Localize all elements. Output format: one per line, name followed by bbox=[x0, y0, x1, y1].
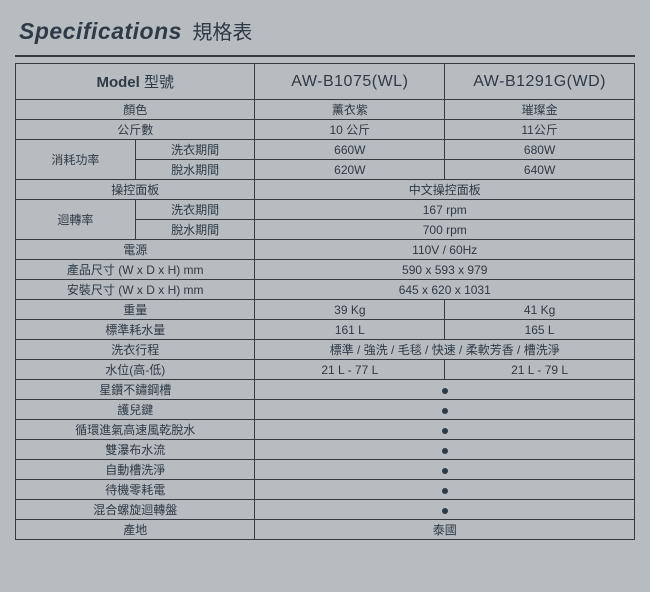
label-f4: 雙瀑布水流 bbox=[16, 440, 255, 460]
label-power-wash: 洗衣期間 bbox=[135, 140, 255, 160]
val-weight-1: 39 Kg bbox=[255, 300, 445, 320]
val-f7 bbox=[255, 500, 635, 520]
row-feature-3: 循環進氣高速風乾脫水 bbox=[16, 420, 635, 440]
label-f6: 待機零耗電 bbox=[16, 480, 255, 500]
title-bar: Specifications 規格表 bbox=[15, 10, 635, 57]
label-water: 標準耗水量 bbox=[16, 320, 255, 340]
val-water-1: 161 L bbox=[255, 320, 445, 340]
val-capacity-1: 10 公斤 bbox=[255, 120, 445, 140]
row-dim-install: 安裝尺寸 (W x D x H) mm 645 x 620 x 1031 bbox=[16, 280, 635, 300]
label-rpm: 迴轉率 bbox=[16, 200, 136, 240]
row-feature-1: 星鑽不鏽鋼槽 bbox=[16, 380, 635, 400]
row-feature-4: 雙瀑布水流 bbox=[16, 440, 635, 460]
val-programs: 標準 / 強洗 / 毛毯 / 快速 / 柔軟芳香 / 槽洗淨 bbox=[255, 340, 635, 360]
val-weight-2: 41 Kg bbox=[445, 300, 635, 320]
label-dim-install: 安裝尺寸 (W x D x H) mm bbox=[16, 280, 255, 300]
val-power-wash-1: 660W bbox=[255, 140, 445, 160]
label-f1: 星鑽不鏽鋼槽 bbox=[16, 380, 255, 400]
val-dim-prod: 590 x 593 x 979 bbox=[255, 260, 635, 280]
label-f7: 混合螺旋迴轉盤 bbox=[16, 500, 255, 520]
row-feature-7: 混合螺旋迴轉盤 bbox=[16, 500, 635, 520]
model-label-zh: 型號 bbox=[144, 74, 174, 91]
model-col2: AW-B1291G(WD) bbox=[445, 64, 635, 100]
row-color: 顏色 薰衣紫 璀璨金 bbox=[16, 100, 635, 120]
label-weight: 重量 bbox=[16, 300, 255, 320]
model-label: Model 型號 bbox=[16, 64, 255, 100]
dot-icon bbox=[442, 388, 448, 394]
val-level-1: 21 L - 77 L bbox=[255, 360, 445, 380]
model-col1: AW-B1075(WL) bbox=[255, 64, 445, 100]
label-power: 消耗功率 bbox=[16, 140, 136, 180]
row-feature-6: 待機零耗電 bbox=[16, 480, 635, 500]
dot-icon bbox=[442, 508, 448, 514]
val-panel: 中文操控面板 bbox=[255, 180, 635, 200]
row-origin: 產地 泰國 bbox=[16, 520, 635, 540]
val-capacity-2: 11公斤 bbox=[445, 120, 635, 140]
row-weight: 重量 39 Kg 41 Kg bbox=[16, 300, 635, 320]
val-power-spin-1: 620W bbox=[255, 160, 445, 180]
label-rpm-spin: 脫水期間 bbox=[135, 220, 255, 240]
dot-icon bbox=[442, 488, 448, 494]
dot-icon bbox=[442, 468, 448, 474]
val-dim-install: 645 x 620 x 1031 bbox=[255, 280, 635, 300]
val-f1 bbox=[255, 380, 635, 400]
val-color-1: 薰衣紫 bbox=[255, 100, 445, 120]
label-f5: 自動槽洗淨 bbox=[16, 460, 255, 480]
dot-icon bbox=[442, 408, 448, 414]
spec-table: Model 型號 AW-B1075(WL) AW-B1291G(WD) 顏色 薰… bbox=[15, 63, 635, 540]
label-programs: 洗衣行程 bbox=[16, 340, 255, 360]
val-origin: 泰國 bbox=[255, 520, 635, 540]
dot-icon bbox=[442, 448, 448, 454]
label-color: 顏色 bbox=[16, 100, 255, 120]
val-f2 bbox=[255, 400, 635, 420]
val-rpm-spin: 700 rpm bbox=[255, 220, 635, 240]
row-rpm-wash: 迴轉率 洗衣期間 167 rpm bbox=[16, 200, 635, 220]
val-water-2: 165 L bbox=[445, 320, 635, 340]
label-origin: 產地 bbox=[16, 520, 255, 540]
row-water: 標準耗水量 161 L 165 L bbox=[16, 320, 635, 340]
label-f2: 護兒鍵 bbox=[16, 400, 255, 420]
row-programs: 洗衣行程 標準 / 強洗 / 毛毯 / 快速 / 柔軟芳香 / 槽洗淨 bbox=[16, 340, 635, 360]
label-capacity: 公斤數 bbox=[16, 120, 255, 140]
row-power-src: 電源 110V / 60Hz bbox=[16, 240, 635, 260]
val-power-wash-2: 680W bbox=[445, 140, 635, 160]
row-power-wash: 消耗功率 洗衣期間 660W 680W bbox=[16, 140, 635, 160]
val-level-2: 21 L - 79 L bbox=[445, 360, 635, 380]
dot-icon bbox=[442, 428, 448, 434]
val-f6 bbox=[255, 480, 635, 500]
val-f5 bbox=[255, 460, 635, 480]
val-rpm-wash: 167 rpm bbox=[255, 200, 635, 220]
title-en: Specifications bbox=[19, 18, 182, 44]
title-zh: 規格表 bbox=[192, 22, 252, 44]
val-f4 bbox=[255, 440, 635, 460]
row-dim-prod: 產品尺寸 (W x D x H) mm 590 x 593 x 979 bbox=[16, 260, 635, 280]
row-feature-5: 自動槽洗淨 bbox=[16, 460, 635, 480]
label-level: 水位(高-低) bbox=[16, 360, 255, 380]
row-feature-2: 護兒鍵 bbox=[16, 400, 635, 420]
table-header: Model 型號 AW-B1075(WL) AW-B1291G(WD) bbox=[16, 64, 635, 100]
row-panel: 操控面板 中文操控面板 bbox=[16, 180, 635, 200]
label-f3: 循環進氣高速風乾脫水 bbox=[16, 420, 255, 440]
row-level: 水位(高-低) 21 L - 77 L 21 L - 79 L bbox=[16, 360, 635, 380]
model-label-en: Model bbox=[96, 74, 139, 91]
label-rpm-wash: 洗衣期間 bbox=[135, 200, 255, 220]
label-panel: 操控面板 bbox=[16, 180, 255, 200]
val-color-2: 璀璨金 bbox=[445, 100, 635, 120]
label-dim-prod: 產品尺寸 (W x D x H) mm bbox=[16, 260, 255, 280]
val-power-spin-2: 640W bbox=[445, 160, 635, 180]
label-power-src: 電源 bbox=[16, 240, 255, 260]
label-power-spin: 脫水期間 bbox=[135, 160, 255, 180]
val-power-src: 110V / 60Hz bbox=[255, 240, 635, 260]
row-capacity: 公斤數 10 公斤 11公斤 bbox=[16, 120, 635, 140]
val-f3 bbox=[255, 420, 635, 440]
